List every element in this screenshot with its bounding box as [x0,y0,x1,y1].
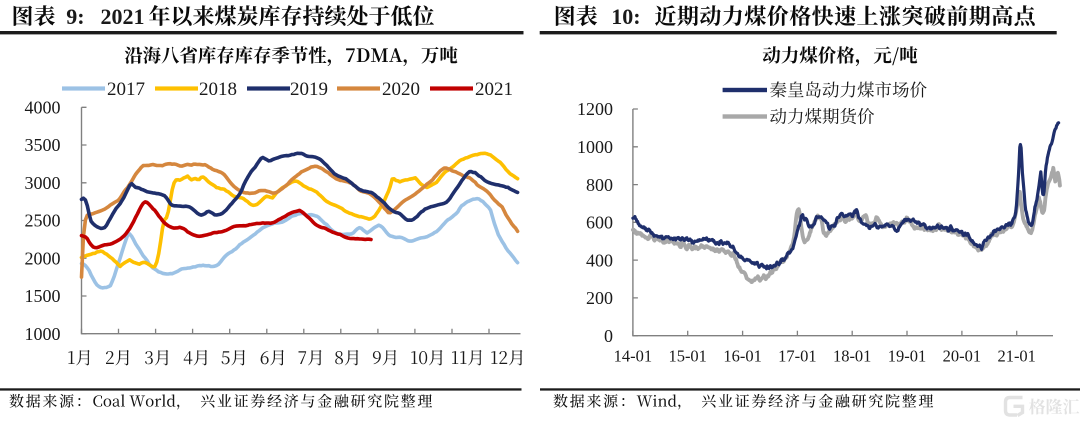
svg-text:800: 800 [586,175,613,195]
svg-text:3500: 3500 [25,135,61,155]
svg-text:2017: 2017 [107,79,145,100]
svg-text:15-01: 15-01 [668,347,707,366]
svg-text:18-01: 18-01 [833,347,872,366]
svg-text:1000: 1000 [25,324,61,344]
svg-text:1200: 1200 [577,99,613,119]
svg-text:4000: 4000 [25,98,61,118]
svg-text:2500: 2500 [25,211,61,231]
svg-text:21-01: 21-01 [997,347,1036,366]
svg-text:2020: 2020 [382,79,420,100]
svg-text:19-01: 19-01 [888,347,927,366]
svg-text:14-01: 14-01 [614,347,653,366]
svg-text:2021: 2021 [101,4,145,29]
svg-text:2018: 2018 [199,79,237,100]
svg-text:9:: 9: [66,4,84,29]
svg-text:200: 200 [586,288,613,308]
svg-text:16-01: 16-01 [723,347,762,366]
svg-text:3000: 3000 [25,173,61,193]
svg-text:600: 600 [586,213,613,233]
svg-text:20-01: 20-01 [943,347,982,366]
svg-text:400: 400 [586,250,613,270]
svg-text:2000: 2000 [25,248,61,268]
svg-text:1500: 1500 [25,286,61,306]
svg-text:2019: 2019 [290,79,328,100]
svg-text:1000: 1000 [577,137,613,157]
svg-text:2021: 2021 [475,79,513,100]
svg-text:0: 0 [604,326,613,346]
svg-text:10:: 10: [611,4,640,29]
svg-text:17-01: 17-01 [778,347,817,366]
